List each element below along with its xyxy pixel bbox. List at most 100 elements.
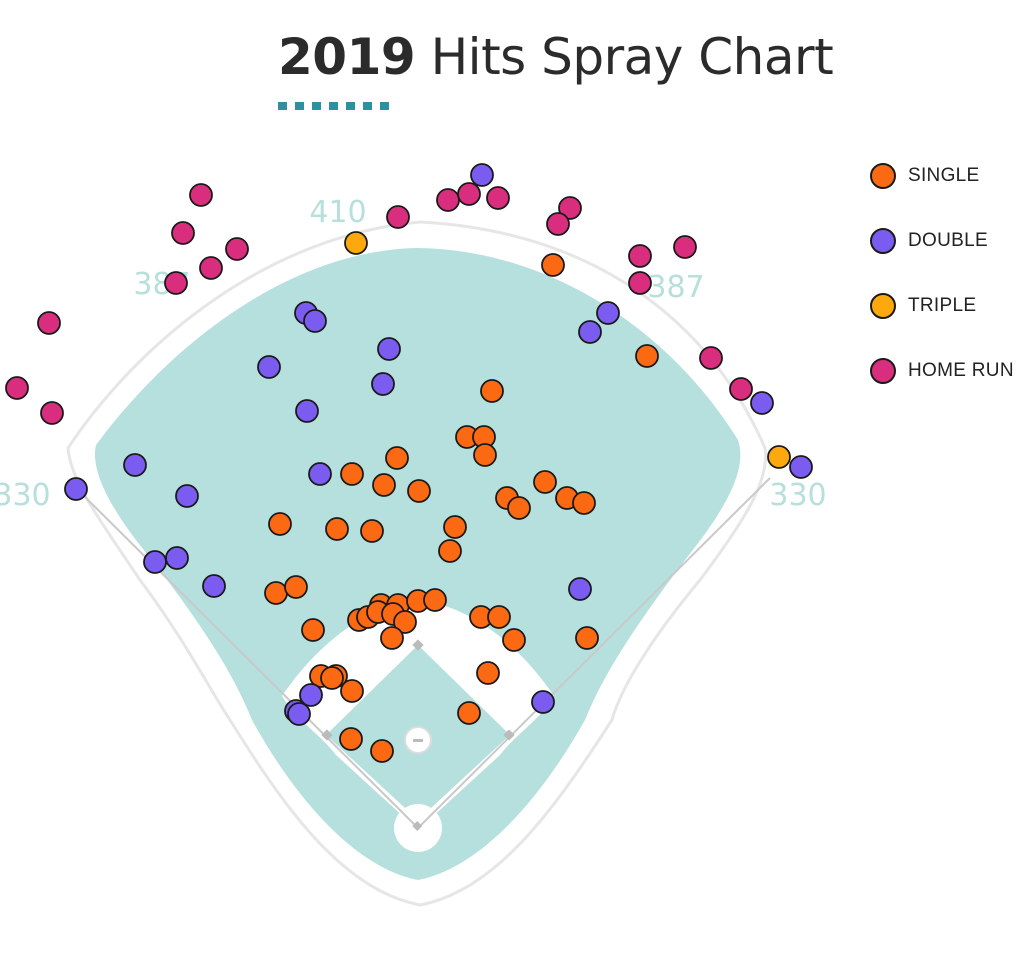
title-text: Hits Spray Chart — [430, 28, 834, 86]
hit-point-double — [257, 355, 281, 379]
hit-point-home-run — [164, 271, 188, 295]
hit-point-home-run — [457, 182, 481, 206]
legend-label-triple: TRIPLE — [908, 294, 977, 316]
hit-point-single — [340, 679, 364, 703]
hit-point-home-run — [5, 376, 29, 400]
hit-point-home-run — [673, 235, 697, 259]
hit-point-home-run — [40, 401, 64, 425]
hit-point-single — [438, 539, 462, 563]
hit-point-double — [377, 337, 401, 361]
hit-point-double — [295, 399, 319, 423]
hit-point-home-run — [189, 183, 213, 207]
hit-point-single — [264, 581, 288, 605]
hit-point-double — [568, 577, 592, 601]
right-foul-line — [417, 477, 771, 829]
hit-point-single — [325, 517, 349, 541]
legend-label-double: DOUBLE — [908, 229, 988, 251]
hit-point-double — [165, 546, 189, 570]
legend-item-home-run: HOME RUN — [870, 338, 1014, 403]
hit-point-single — [370, 739, 394, 763]
hit-point-home-run — [558, 196, 582, 220]
hit-point-home-run — [386, 205, 410, 229]
distance-label-right-line: 330 — [769, 478, 826, 513]
legend-swatch-double — [870, 227, 896, 254]
hit-point-single — [268, 512, 292, 536]
second-base — [412, 639, 424, 651]
hit-point-double — [143, 550, 167, 574]
hit-point-double — [371, 372, 395, 396]
left-foul-line — [77, 489, 419, 829]
hit-point-home-run — [37, 311, 61, 335]
legend-swatch-home-run — [870, 357, 896, 384]
hit-point-single — [301, 618, 325, 642]
hit-point-single — [372, 473, 396, 497]
hit-point-triple — [767, 445, 791, 469]
hit-point-triple — [344, 231, 368, 255]
hit-point-double — [64, 477, 88, 501]
hit-point-double — [123, 453, 147, 477]
distance-label-right-center: 387 — [647, 270, 704, 305]
legend-swatch-single — [870, 162, 896, 189]
hit-point-single — [320, 666, 344, 690]
hit-point-home-run — [225, 237, 249, 261]
hit-point-single — [360, 519, 384, 543]
hit-point-home-run — [628, 271, 652, 295]
hit-point-home-run — [171, 221, 195, 245]
hit-point-double — [287, 702, 311, 726]
hit-point-home-run — [436, 188, 460, 212]
hit-point-single — [533, 470, 557, 494]
hit-point-single — [473, 443, 497, 467]
hit-point-home-run — [546, 212, 570, 236]
legend-label-single: SINGLE — [908, 164, 980, 186]
hit-point-single — [635, 344, 659, 368]
hit-point-double — [470, 163, 494, 187]
distance-label-center: 410 — [309, 195, 366, 230]
hit-point-double — [308, 462, 332, 486]
hit-point-double — [202, 574, 226, 598]
hit-point-single — [487, 605, 511, 629]
hit-point-single — [572, 491, 596, 515]
hit-point-home-run — [729, 377, 753, 401]
chart-title: 2019 Hits Spray Chart — [278, 28, 834, 86]
legend-item-single: SINGLE — [870, 143, 1014, 208]
hit-point-single — [340, 462, 364, 486]
hit-point-single — [476, 661, 500, 685]
pitchers-rubber — [413, 739, 423, 742]
hit-point-home-run — [628, 244, 652, 268]
first-base — [503, 729, 515, 741]
hit-point-double — [299, 683, 323, 707]
hit-point-single — [339, 727, 363, 751]
hit-point-double — [789, 455, 813, 479]
title-underline — [278, 102, 396, 110]
legend: SINGLE DOUBLE TRIPLE HOME RUN — [870, 143, 1014, 403]
hit-point-home-run — [199, 256, 223, 280]
legend-item-triple: TRIPLE — [870, 273, 1014, 338]
hit-points — [5, 163, 813, 763]
hit-point-single — [284, 575, 308, 599]
title-year: 2019 — [278, 28, 416, 86]
hit-point-home-run — [486, 186, 510, 210]
hit-point-single — [457, 701, 481, 725]
hit-point-double — [531, 690, 555, 714]
hit-point-home-run — [699, 346, 723, 370]
hit-point-single — [407, 479, 431, 503]
hit-point-single — [480, 379, 504, 403]
hit-point-single — [423, 588, 447, 612]
hit-point-double — [750, 391, 774, 415]
hit-point-double — [303, 309, 327, 333]
grass — [94, 248, 741, 880]
home-plate — [412, 821, 423, 831]
hit-point-single — [385, 446, 409, 470]
legend-label-home-run: HOME RUN — [908, 359, 1014, 381]
legend-swatch-triple — [870, 292, 896, 319]
hit-point-double — [578, 320, 602, 344]
third-base — [321, 729, 333, 741]
hit-point-single — [443, 515, 467, 539]
hit-point-double — [596, 301, 620, 325]
hit-point-single — [507, 496, 531, 520]
hit-point-single — [380, 626, 404, 650]
hit-point-double — [175, 484, 199, 508]
hit-point-single — [502, 628, 526, 652]
